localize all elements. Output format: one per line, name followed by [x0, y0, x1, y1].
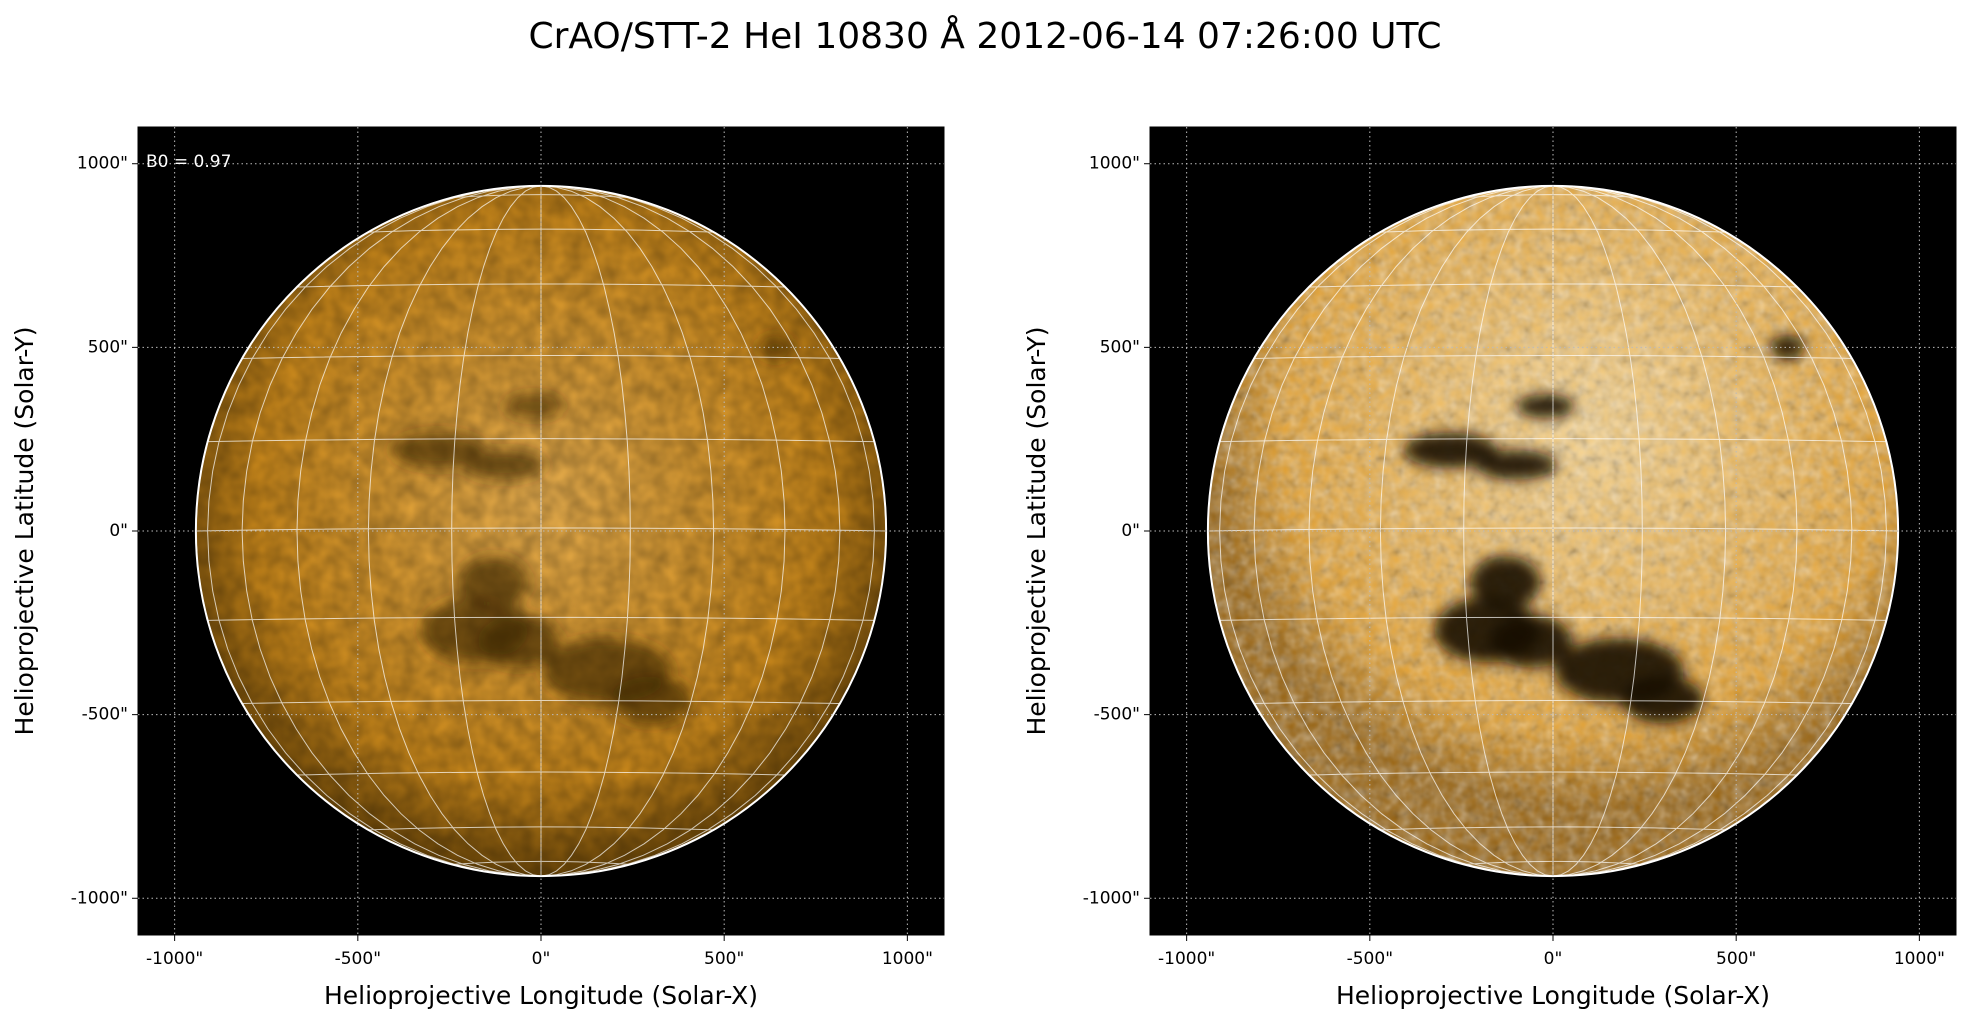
- x-tick-label: -500": [335, 949, 381, 969]
- annotation: B0 = 0.97: [146, 152, 231, 172]
- filament: [1769, 335, 1806, 360]
- filament: [1516, 394, 1575, 418]
- x-tick-label: 500": [1716, 949, 1756, 969]
- x-tick-label: -1000": [146, 949, 203, 969]
- parallel: [296, 283, 786, 288]
- dark-filaments: [1403, 335, 1806, 724]
- meridian: [1463, 185, 1554, 877]
- parallel: [1380, 826, 1726, 831]
- filament: [1475, 450, 1558, 480]
- figure-title: CrAO/STT-2 HeI 10830 Å 2012-06-14 07:26:…: [528, 14, 1441, 57]
- filament: [504, 394, 563, 418]
- parallel: [1308, 283, 1798, 288]
- y-tick-label: -1000": [1083, 888, 1140, 908]
- parallel: [368, 228, 714, 233]
- x-tick-label: 1000": [1894, 949, 1945, 969]
- parallel: [1219, 616, 1887, 621]
- x-tick-label: 1000": [882, 949, 933, 969]
- y-axis-label: Helioprojective Latitude (Solar-Y): [10, 327, 39, 736]
- filament: [463, 450, 546, 480]
- y-tick-label: 500": [1100, 337, 1140, 357]
- meridian: [540, 185, 715, 877]
- filament: [1403, 432, 1498, 468]
- parallel: [1308, 771, 1798, 776]
- y-tick-label: 500": [88, 337, 128, 357]
- dark-filaments: [391, 335, 794, 724]
- x-tick-label: 0": [1544, 949, 1563, 969]
- filament: [1470, 555, 1541, 609]
- x-tick-label: 0": [532, 949, 551, 969]
- parallel: [1254, 354, 1852, 359]
- filament: [477, 614, 561, 668]
- filament: [757, 335, 794, 360]
- meridian: [540, 185, 631, 877]
- image-panel: -1000" -500" 0" 500" 1000" -1000" -500" 0" 500" 1…: [10, 126, 945, 1010]
- filament: [1621, 676, 1704, 724]
- filament: [391, 432, 486, 468]
- filament: [609, 676, 692, 724]
- y-tick-label: -1000": [71, 888, 128, 908]
- y-tick-label: 0": [109, 521, 128, 541]
- x-axis-label: Helioprojective Longitude (Solar-X): [1336, 981, 1770, 1010]
- y-tick-label: 1000": [77, 154, 128, 174]
- meridian: [540, 185, 786, 877]
- parallel: [242, 700, 840, 705]
- x-axis-label: Helioprojective Longitude (Solar-X): [324, 981, 758, 1010]
- filament: [1489, 614, 1573, 668]
- y-tick-label: -500": [1094, 705, 1140, 725]
- parallel: [1254, 700, 1852, 705]
- x-tick-label: -500": [1347, 949, 1393, 969]
- filament: [458, 555, 529, 609]
- meridian: [1552, 185, 1727, 877]
- meridian: [540, 185, 841, 877]
- parallel: [242, 354, 840, 359]
- parallel: [296, 771, 786, 776]
- x-tick-label: -1000": [1158, 949, 1215, 969]
- y-axis-label: Helioprojective Latitude (Solar-Y): [1022, 327, 1051, 736]
- y-tick-label: -500": [82, 705, 128, 725]
- y-tick-label: 1000": [1089, 154, 1140, 174]
- meridian: [1552, 185, 1643, 877]
- y-tick-label: 0": [1121, 521, 1140, 541]
- meridian: [1552, 185, 1853, 877]
- meridian: [1552, 185, 1798, 877]
- meridian: [451, 185, 542, 877]
- parallel: [368, 826, 714, 831]
- parallel: [207, 616, 875, 621]
- parallel: [1380, 228, 1726, 233]
- x-tick-label: 500": [704, 949, 744, 969]
- image-panel: -1000" -500" 0" 500" 1000" -1000" -500" 0" 500" 1…: [1022, 126, 1957, 1010]
